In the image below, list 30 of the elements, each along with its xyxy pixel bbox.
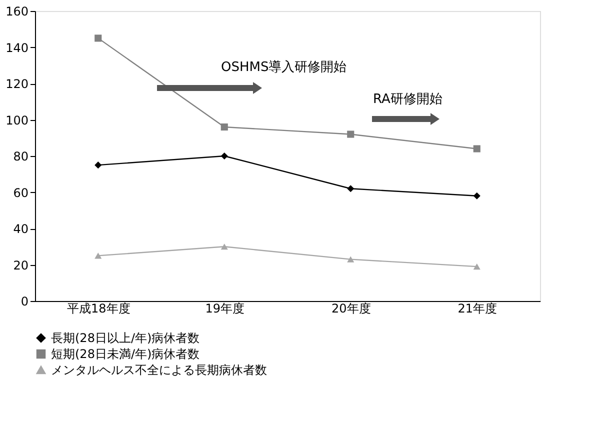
- point: [473, 192, 480, 200]
- y-tick-label: 40: [13, 222, 28, 236]
- point: [94, 252, 102, 259]
- point: [220, 123, 228, 131]
- point: [220, 244, 228, 250]
- annotation: OSHMS導入研修開始: [221, 60, 347, 75]
- x-tick-label: 20年度: [331, 302, 371, 316]
- y-tick-label: 100: [6, 113, 28, 128]
- point: [347, 256, 354, 262]
- point: [347, 130, 354, 138]
- point: [94, 34, 102, 42]
- y-tick-label: 140: [6, 40, 28, 55]
- y-tick-label: 160: [6, 4, 28, 18]
- x-tick-label: 19年度: [205, 302, 245, 316]
- point: [347, 185, 354, 192]
- y-tick-label: 120: [6, 77, 28, 91]
- y-tick-label: 80: [13, 150, 28, 164]
- point: [473, 264, 480, 270]
- legend-label: 長期(28日以上/年)病休者数: [51, 331, 200, 345]
- legend-label: 短期(28日未満/年)病休者数: [51, 347, 200, 361]
- point: [220, 152, 228, 160]
- x-tick-label: 21年度: [458, 302, 498, 316]
- point: [473, 145, 480, 152]
- y-tick-label: 0: [20, 294, 28, 308]
- y-tick-label: 60: [13, 186, 28, 200]
- annotation: RA研修開始: [373, 92, 442, 107]
- y-tick-label: 20: [13, 258, 28, 272]
- point: [94, 162, 102, 169]
- x-tick-label: 平成18年度: [66, 302, 130, 316]
- legend-label: メンタルヘルス不全による長期病休者数: [51, 363, 267, 377]
